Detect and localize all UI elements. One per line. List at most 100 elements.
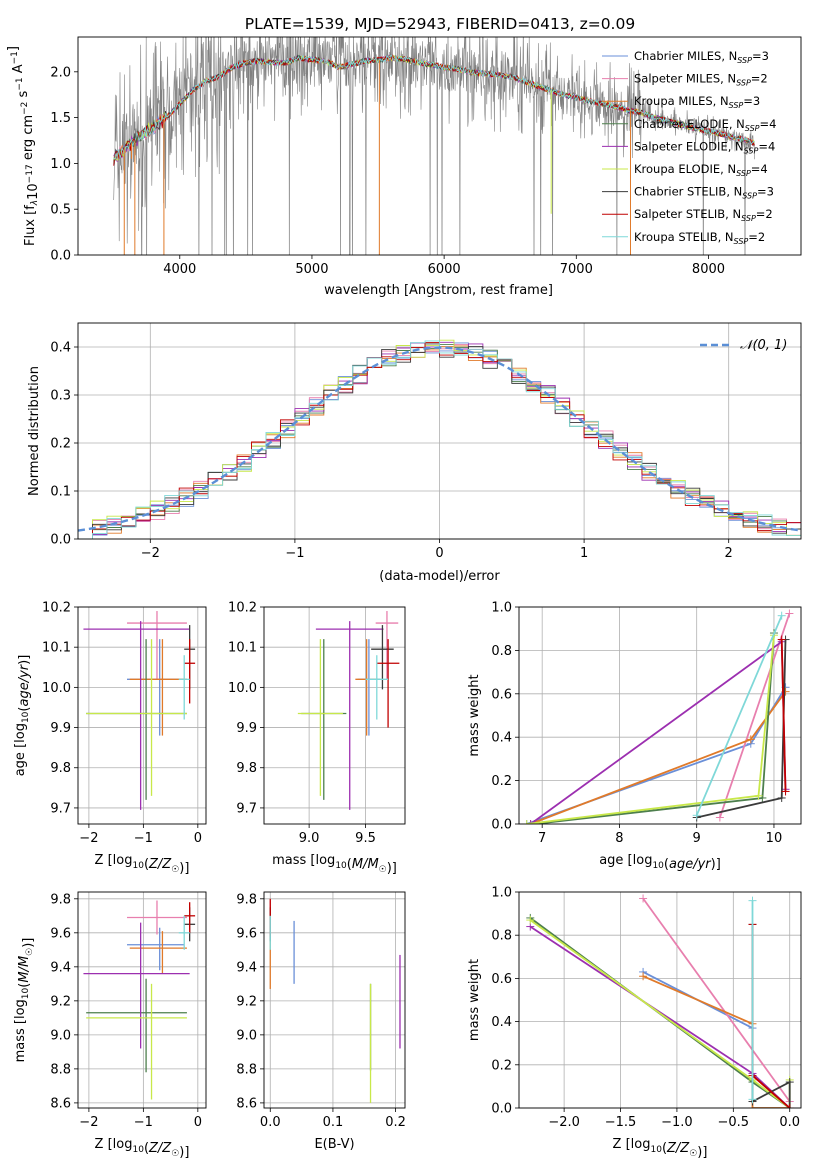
x-tick-label: 7 (538, 831, 546, 846)
y-tick-label: 9.7 (236, 801, 257, 816)
weight_vs_age-lines (522, 609, 794, 824)
x-tick-label: −2 (79, 831, 98, 846)
error-bar-point (86, 978, 187, 1073)
y-tick-label: 0.6 (491, 687, 512, 702)
x-tick-label: 0.0 (779, 1115, 800, 1130)
age_vs_Z-axes: −2 −1 0 9.7 9.8 9.9 10.0 10.1 10.2 (42, 601, 206, 846)
x-tick-label: 2 (725, 546, 733, 561)
y-tick-label: 9.8 (50, 761, 71, 776)
weight-marker (758, 793, 767, 802)
x-tick-label: 0 (194, 831, 202, 846)
plot-frame (77, 322, 802, 540)
y-tick-label: 1.0 (50, 157, 71, 172)
weight-marker (748, 1095, 757, 1104)
x-tick-label: 4000 (163, 262, 196, 277)
x-tick-label: 0 (194, 1115, 202, 1130)
error-bar-point (127, 927, 185, 971)
weight-marker (777, 793, 786, 802)
error-bar-point (178, 915, 190, 950)
y-axis-label: mass weight (467, 959, 482, 1041)
y-tick-label: 10.1 (228, 641, 257, 656)
y-tick-label: 8.6 (236, 1096, 257, 1111)
error-bar-point (83, 922, 190, 1049)
weight-marker (785, 1104, 794, 1108)
model-spectrum (113, 54, 755, 160)
weight-marker (639, 894, 648, 903)
y-tick-label: 0.2 (50, 437, 71, 452)
weight-marker (777, 611, 786, 620)
error-bar-point (83, 621, 190, 810)
x-tick-label: −1 (134, 831, 153, 846)
y-tick-label: 9.8 (236, 761, 257, 776)
weight-marker (522, 820, 531, 824)
y-tick-label: 9.7 (50, 801, 71, 816)
mass_vs_Z-points (83, 900, 196, 1100)
y-tick-label: 0.0 (50, 533, 71, 548)
y-tick-label: 8.8 (236, 1062, 257, 1077)
y-tick-label: 10.0 (228, 681, 257, 696)
y-tick-label: 0.4 (50, 341, 71, 356)
weight-marker (777, 635, 786, 644)
y-tick-label: 0.0 (50, 249, 71, 264)
mass_vs_ebv-points (269, 898, 401, 1103)
x-tick-label: 9.5 (355, 831, 376, 846)
y-tick-label: 0.2 (491, 1058, 512, 1073)
weight-marker (639, 972, 648, 981)
weight-marker (526, 916, 535, 925)
x-tick-label: 9 (693, 831, 701, 846)
error-bar-point (86, 983, 187, 1100)
y-axis-label: mass weight (467, 674, 482, 756)
error-bar-point (127, 611, 187, 680)
plot-frame (518, 891, 802, 1109)
y-tick-label: 0.5 (50, 203, 71, 218)
y-axis-label: Flux [fλ10−17 erg cm−2 s−1 A−1] (6, 46, 41, 246)
weight_vs_Z-axes: −2.0 −1.5 −1.0 −0.5 0.0 0.0 0.2 0.4 0.6 0.8 1.0 (491, 886, 801, 1130)
y-tick-label: 2.0 (50, 65, 71, 80)
x-tick-label: 10 (766, 831, 783, 846)
y-tick-label: 9.9 (236, 721, 257, 736)
y-tick-label: 9.8 (50, 892, 71, 907)
x-tick-label: −2 (79, 1115, 98, 1130)
spectrum-legend: Chabrier MILES, NSSP=3 Salpeter MILES, NS… (602, 49, 776, 246)
error-bar-point (129, 931, 187, 974)
legend-label: 𝒩(0, 1) (740, 338, 787, 353)
age_vs_mass-points (297, 611, 400, 810)
x-tick-label: 0.1 (323, 1115, 344, 1130)
x-tick-label: 5000 (295, 262, 328, 277)
y-tick-label: 0.4 (491, 731, 512, 746)
weight_vs_Z-lines (526, 894, 794, 1108)
legend-label: Chabrier ELODIE, NSSP=4 (634, 117, 776, 133)
weight-line (530, 691, 787, 824)
legend-label: Kroupa ELODIE, NSSP=4 (634, 162, 768, 178)
weight-line (526, 686, 787, 824)
weight-marker (746, 735, 755, 744)
weight-line (780, 639, 787, 792)
error-bar-point (178, 655, 190, 720)
legend-label: Salpeter ELODIE, NSSP=4 (634, 139, 775, 155)
plot-frame (77, 606, 207, 825)
x-tick-label: −1.0 (661, 1115, 693, 1130)
weight-line (719, 613, 791, 818)
y-tick-label: 0.8 (491, 929, 512, 944)
x-tick-label: 0 (435, 546, 443, 561)
y-tick-label: 0.0 (491, 818, 512, 833)
x-axis-label: (data-model)/error (379, 569, 500, 584)
y-tick-label: 9.9 (50, 721, 71, 736)
error-bar-point (184, 639, 196, 704)
weight-marker (754, 791, 763, 800)
error-bar-point (365, 655, 389, 720)
y-axis-label: Normed distribution (27, 366, 42, 496)
y-tick-label: 9.0 (236, 1028, 257, 1043)
plot-frame (77, 36, 802, 256)
weight-line (526, 635, 775, 824)
y-tick-label: 10.1 (42, 641, 71, 656)
legend-label: Chabrier MILES, NSSP=3 (634, 49, 769, 65)
legend-label: Salpeter STELIB, NSSP=2 (634, 207, 773, 223)
x-axis-label: wavelength [Angstrom, rest frame] (324, 283, 553, 298)
y-tick-label: 10.2 (42, 601, 71, 616)
weight-marker (748, 896, 757, 905)
weight-line (642, 897, 791, 1103)
spectrum-lines (113, 37, 755, 255)
residual-histograms (78, 339, 801, 539)
